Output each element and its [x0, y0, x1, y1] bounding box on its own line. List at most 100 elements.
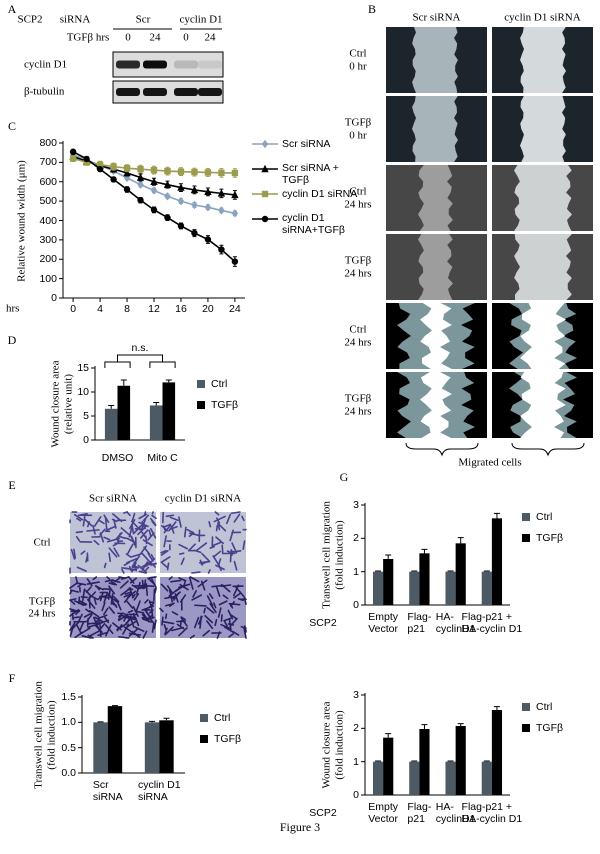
cell-stain	[123, 613, 136, 621]
cell-stain	[163, 623, 167, 631]
x-tick-label: HA- cyclinD1	[435, 610, 476, 635]
cell-stain	[187, 543, 196, 552]
cell-stain	[80, 550, 86, 555]
cell-stain	[92, 576, 98, 581]
wound-region	[520, 27, 566, 93]
legend-label: cyclin D1 siRNA	[282, 187, 358, 200]
y-tick-label: 10	[77, 385, 89, 398]
cell-stain	[223, 620, 228, 627]
lane-label: 0	[125, 31, 131, 44]
cell-stain	[183, 526, 187, 538]
marker	[231, 209, 239, 218]
cell-stain	[72, 621, 80, 629]
bar	[144, 722, 160, 773]
cell-stain	[186, 528, 195, 534]
cell-stain	[212, 550, 222, 558]
cell-stain	[123, 593, 132, 604]
cell-stain	[160, 583, 169, 592]
cell-stain	[120, 587, 132, 596]
cell-stain	[134, 626, 145, 632]
cell-stain	[110, 580, 118, 586]
marker	[204, 236, 212, 243]
error-bar	[447, 760, 454, 762]
cell-stain	[141, 616, 149, 620]
cell-stain	[75, 536, 81, 542]
blot-row-label: cyclin D1	[24, 58, 68, 71]
legend-label: TGFβ	[536, 721, 564, 734]
cell-stain	[164, 595, 177, 600]
cell-stain	[127, 609, 134, 614]
bar	[409, 571, 420, 605]
cell-stain	[206, 606, 215, 614]
y-tick-label: 1.0	[61, 716, 76, 729]
cell-stain	[124, 591, 132, 595]
wound-region	[514, 165, 572, 231]
cell-stain	[75, 530, 83, 534]
cell-stain	[86, 581, 100, 585]
error-bar	[120, 379, 127, 386]
marker	[164, 192, 171, 201]
x-tick-label: Flag-p21 + HA-cyclin D1	[461, 800, 523, 825]
y-tick-label: 5	[83, 409, 89, 422]
cell-stain	[151, 511, 154, 515]
cell-stain	[206, 620, 214, 630]
cell-stain	[230, 511, 241, 515]
marker	[83, 159, 90, 166]
cell-stain	[209, 545, 215, 549]
error-bar	[457, 537, 464, 544]
annotation: Migrated cells	[458, 456, 522, 469]
cell-stain	[192, 590, 197, 598]
cell-stain	[149, 517, 157, 526]
cell-stain	[120, 527, 132, 537]
y-tick-label: 0.0	[61, 766, 76, 779]
cell-stain	[160, 549, 169, 556]
cell-stain	[81, 588, 86, 602]
cell-stain	[151, 623, 155, 633]
marker	[150, 177, 158, 185]
x-tick-label: Empty Vector	[368, 800, 399, 825]
y-tick-label: 100	[39, 272, 57, 285]
marker	[190, 185, 199, 194]
cell-stain	[69, 608, 80, 617]
lane-label: 24	[204, 31, 216, 44]
cell-stain	[215, 536, 224, 545]
marker	[137, 180, 144, 189]
y-axis-label: Transwell cell migration (fold induction…	[320, 501, 345, 609]
x-tick-label: Flag-p21 + HA-cyclin D1	[461, 610, 523, 635]
y-tick-label: 600	[39, 175, 57, 188]
cell-stain	[164, 626, 174, 636]
marker	[191, 229, 198, 237]
legend-swatch	[522, 534, 530, 542]
cell-stain	[75, 609, 81, 616]
cell-stain	[123, 511, 128, 514]
cell-stain	[96, 614, 108, 620]
cell-stain	[125, 599, 134, 609]
panel-label: G	[339, 470, 349, 485]
cell-stain	[83, 611, 94, 618]
cell-stain	[131, 520, 141, 531]
wound-region	[520, 372, 566, 438]
cell-stain	[123, 593, 132, 598]
marker	[150, 186, 158, 195]
cell-stain	[121, 568, 125, 574]
cell-stain	[74, 631, 84, 639]
column-header: cyclin D1 siRNA	[504, 11, 581, 24]
cell-stain	[170, 525, 175, 534]
cell-stain	[126, 620, 137, 628]
cell-stain	[231, 630, 240, 636]
x-tick-label: 20	[202, 302, 214, 315]
wound-region	[418, 234, 453, 300]
cell-stain	[214, 618, 218, 627]
bar	[445, 761, 456, 795]
column-header: Scr siRNA	[412, 11, 461, 24]
error-bar	[385, 733, 392, 738]
cell-stain	[69, 589, 73, 595]
cell-stain	[102, 594, 111, 598]
cell-stain	[243, 627, 247, 639]
brace	[511, 442, 585, 457]
cell-stain	[82, 515, 86, 527]
legend-swatch	[200, 714, 208, 722]
cell-stain	[131, 584, 140, 590]
bar	[383, 737, 394, 795]
cell-stain	[142, 630, 148, 639]
